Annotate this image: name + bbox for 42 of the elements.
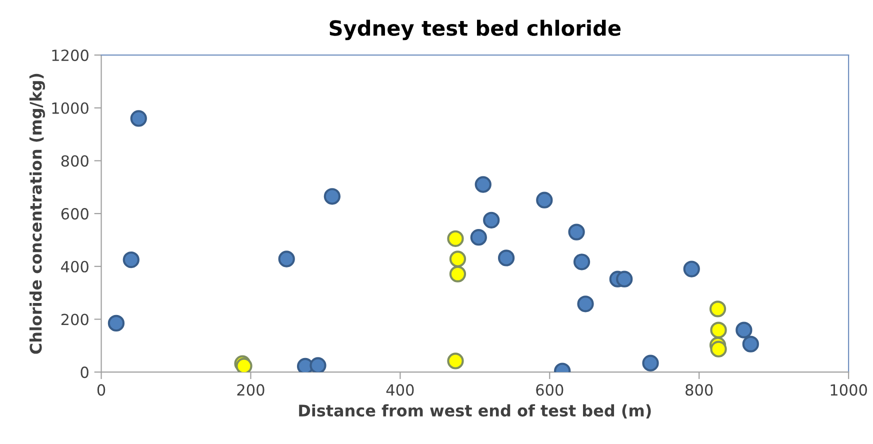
point	[278, 250, 295, 268]
point	[742, 336, 759, 352]
y-tick-label: 800	[61, 155, 88, 167]
point	[449, 250, 466, 268]
y-tick-label: 600	[61, 208, 88, 220]
point	[483, 212, 500, 228]
x-tick-label: 1000	[830, 384, 867, 396]
point	[474, 176, 492, 193]
point	[577, 296, 594, 312]
y-tick-label: 400	[61, 260, 88, 272]
point	[310, 357, 326, 372]
point	[710, 340, 727, 358]
x-tick-label: 800	[686, 384, 713, 396]
y-axis-title: Chloride concentration (mg/kg)	[29, 74, 46, 354]
y-tick-label: 0	[80, 366, 88, 378]
x-tick-label: 0	[97, 384, 106, 396]
y-tick-label: 1000	[52, 102, 88, 114]
point	[536, 192, 553, 208]
chart-title: Sydney test bed chloride	[330, 20, 621, 40]
point	[130, 110, 147, 127]
point	[447, 230, 464, 247]
point	[709, 300, 726, 318]
point	[573, 254, 590, 270]
point	[449, 266, 466, 282]
point	[447, 352, 464, 370]
x-tick-label: 600	[536, 384, 564, 396]
point	[108, 314, 125, 332]
point	[470, 229, 487, 246]
x-tick-label: 200	[237, 384, 264, 396]
x-tick-label: 400	[386, 384, 414, 396]
point	[642, 354, 659, 372]
point	[122, 251, 140, 268]
x-axis-title: Distance from west end of test bed (m)	[299, 404, 651, 418]
point	[683, 260, 700, 278]
point	[710, 322, 727, 338]
y-tick-label: 200	[61, 314, 88, 326]
point	[616, 270, 633, 288]
point	[498, 250, 515, 266]
point	[324, 188, 341, 205]
point	[736, 322, 752, 338]
y-tick-label: 1200	[52, 50, 88, 62]
point	[568, 224, 585, 240]
